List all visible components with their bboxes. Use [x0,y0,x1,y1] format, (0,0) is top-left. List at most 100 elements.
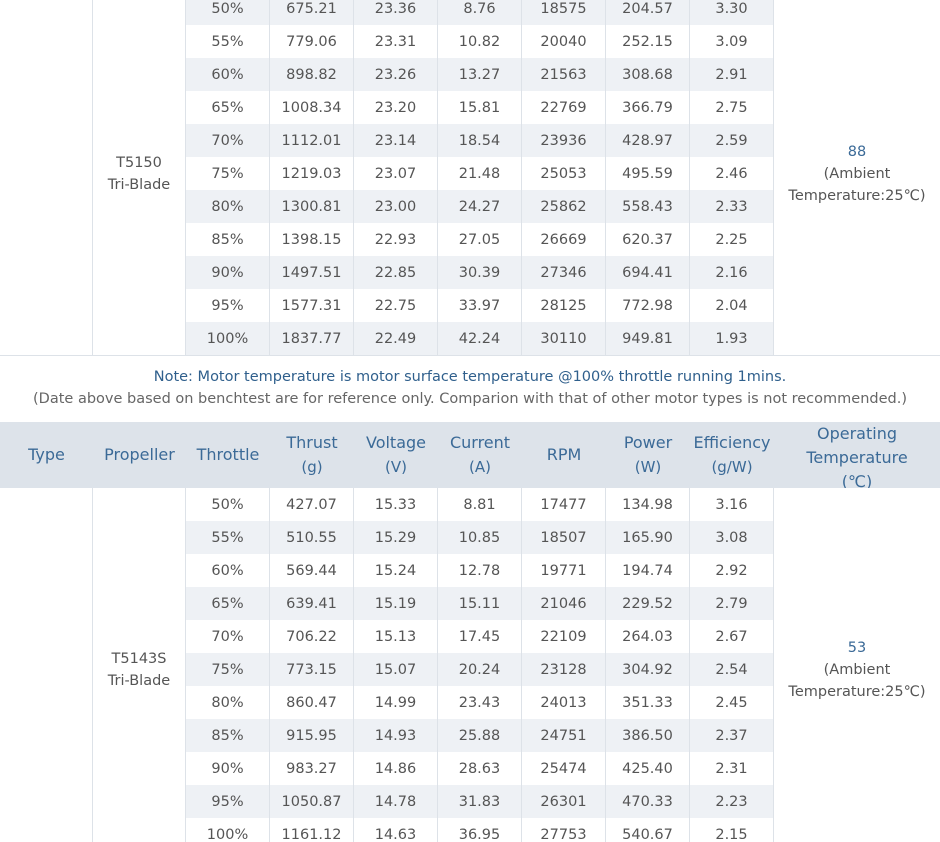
data-cell: 15.11 [438,587,522,620]
data-cell: 90% [186,256,270,289]
data-cell: 2.75 [690,91,774,124]
cell-text: 18507 [540,529,587,546]
data-cell: 1050.87 [270,785,354,818]
data-cell: 30110 [522,322,606,355]
data-cell: 15.07 [354,653,438,686]
cell-text: 24013 [540,694,587,711]
data-cell: 308.68 [606,58,690,91]
cell-text: 706.22 [286,628,337,645]
data-cell: 55% [186,25,270,58]
cell-text: 3.09 [715,33,748,50]
header-cell: Throttle [186,422,270,488]
data-cell: 194.74 [606,554,690,587]
data-cell: 23.14 [354,124,438,157]
header-text: Current [449,433,511,452]
cell-text: 366.79 [622,99,673,116]
data-cell: 1.93 [690,322,774,355]
data-cell: 27753 [522,818,606,842]
propeller-cell: T5143S Tri-Blade [93,488,186,842]
data-cell: 22769 [522,91,606,124]
cell-text: 30.39 [458,264,501,281]
data-cell: 134.98 [606,488,690,521]
cell-text: 427.07 [286,496,337,513]
data-cell: 42.24 [438,322,522,355]
cell-text: 17477 [540,496,587,513]
cell-text: 2.46 [715,165,748,182]
cell-text: 2.54 [715,661,748,678]
cell-text: 1112.01 [281,132,342,149]
cell-text: 25.88 [458,727,501,744]
propeller-text: T5150 [116,154,162,171]
cell-text: 23.20 [374,99,417,116]
cell-text: 25474 [540,760,587,777]
cell-text: 25053 [540,165,587,182]
header-cell: Current (A) [438,422,522,488]
data-cell: 495.59 [606,157,690,190]
data-cell: 2.91 [690,58,774,91]
data-cell: 95% [186,289,270,322]
data-cell: 428.97 [606,124,690,157]
data-cell: 18.54 [438,124,522,157]
header-cell: Operating Temperature (℃) [774,422,940,488]
cell-text: 19771 [540,562,587,579]
cell-text: 2.79 [715,595,748,612]
data-cell: 23.43 [438,686,522,719]
cell-text: 24.27 [458,198,501,215]
data-cell: 26669 [522,223,606,256]
data-cell: 14.78 [354,785,438,818]
note-line: Note: Motor temperature is motor surface… [153,369,787,385]
cell-text: 23.07 [374,165,417,182]
data-cell: 10.82 [438,25,522,58]
data-cell: 24751 [522,719,606,752]
cell-text: 23.14 [374,132,417,149]
cell-text: 1.93 [715,330,748,347]
cell-text: 779.06 [286,33,337,50]
data-cell: 510.55 [270,521,354,554]
data-cell: 27346 [522,256,606,289]
cell-text: 14.78 [374,793,417,810]
cell-text: 65% [211,99,244,116]
cell-text: 30110 [540,330,587,347]
cell-text: 28125 [540,297,587,314]
data-cell: 8.76 [438,0,522,25]
cell-text: 60% [211,66,244,83]
cell-text: 1161.12 [281,826,342,842]
header-text: Temperature [806,448,908,467]
header-cell: RPM [522,422,606,488]
data-cell: 860.47 [270,686,354,719]
data-cell: 10.85 [438,521,522,554]
data-cell: 2.16 [690,256,774,289]
header-text: Propeller [104,445,175,464]
data-cell: 75% [186,653,270,686]
cell-text: 90% [211,264,244,281]
data-cell: 773.15 [270,653,354,686]
cell-text: 22.49 [374,330,417,347]
header-cell: Type [0,422,93,488]
temperature-text: 88 [847,143,867,160]
cell-text: 694.41 [622,264,673,281]
data-cell: 19771 [522,554,606,587]
cell-text: 80% [211,694,244,711]
data-cell: 60% [186,554,270,587]
data-cell: 50% [186,488,270,521]
data-cell: 22109 [522,620,606,653]
header-text: Thrust [286,433,338,452]
cell-text: 23.31 [374,33,417,50]
temperature-cell: 53 (Ambient Temperature:25℃) [774,488,940,842]
cell-text: 36.95 [458,826,501,842]
cell-text: 194.74 [622,562,673,579]
data-cell: 2.37 [690,719,774,752]
data-cell: 639.41 [270,587,354,620]
cell-text: 2.23 [715,793,748,810]
data-cell: 23.20 [354,91,438,124]
cell-text: 15.13 [374,628,417,645]
data-cell: 2.54 [690,653,774,686]
cell-text: 23.43 [458,694,501,711]
cell-text: 42.24 [458,330,501,347]
cell-text: 14.93 [374,727,417,744]
data-cell: 949.81 [606,322,690,355]
data-cell: 27.05 [438,223,522,256]
data-cell: 2.31 [690,752,774,785]
cell-text: 25862 [540,198,587,215]
cell-text: 60% [211,562,244,579]
